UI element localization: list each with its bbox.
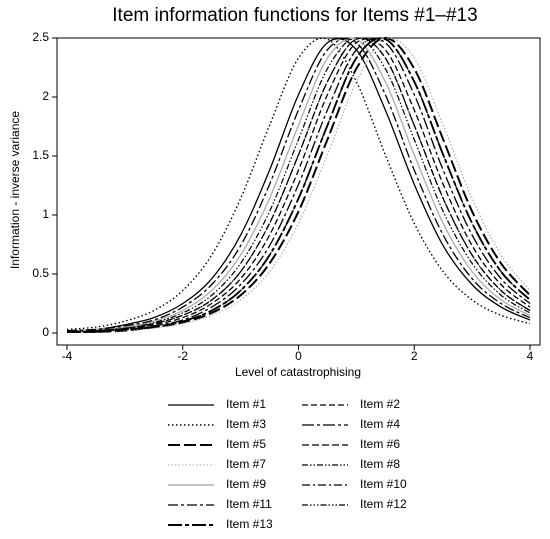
series-line: [66, 38, 531, 332]
legend-label: Item #13: [226, 517, 273, 531]
y-tick-label: 2: [42, 89, 49, 103]
x-axis-label: Level of catastrophising: [235, 365, 361, 379]
legend-label: Item #10: [360, 477, 407, 491]
legend-label: Item #7: [226, 457, 266, 471]
y-tick-label: 0: [42, 325, 49, 339]
plot-frame: [56, 37, 541, 346]
legend-label: Item #12: [360, 497, 407, 511]
series-line: [66, 37, 531, 333]
series-line: [66, 37, 531, 333]
x-tick-label: 0: [295, 349, 302, 363]
legend-label: Item #11: [226, 497, 272, 511]
legend-label: Item #4: [360, 417, 400, 431]
y-tick-label: 2.5: [32, 30, 49, 44]
y-axis-label: Information - inverse variance: [8, 111, 22, 269]
series-line: [66, 37, 531, 333]
legend-label: Item #6: [360, 437, 400, 451]
legend-label: Item #8: [360, 457, 400, 471]
series-line: [66, 38, 531, 333]
y-tick-label: 1: [42, 207, 49, 221]
chart-title: Item information functions for Items #1–…: [112, 5, 477, 26]
series-line: [66, 37, 531, 333]
x-tick-label: 2: [411, 349, 418, 363]
legend-label: Item #3: [226, 417, 266, 431]
x-tick-label: 4: [527, 349, 534, 363]
x-tick-label: -4: [62, 349, 73, 363]
series-line: [66, 38, 531, 332]
y-tick-label: 1.5: [32, 148, 49, 162]
legend-label: Item #1: [226, 397, 266, 411]
legend-label: Item #5: [226, 437, 266, 451]
y-tick-label: 0.5: [32, 266, 49, 280]
x-tick-label: -2: [177, 349, 188, 363]
legend-label: Item #2: [360, 397, 400, 411]
series-line: [66, 37, 531, 333]
legend-label: Item #9: [226, 477, 266, 491]
